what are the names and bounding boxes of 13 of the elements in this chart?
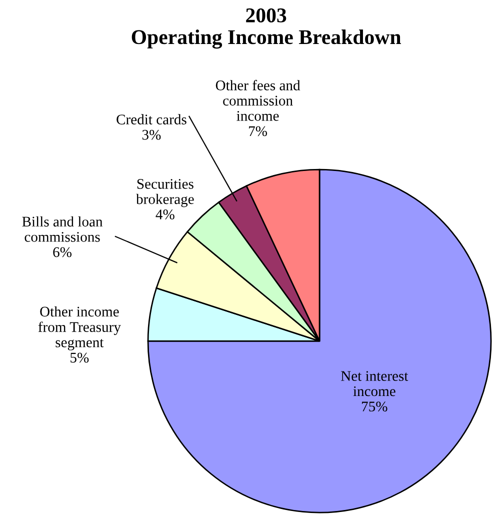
slice-label: Securities brokerage — [136, 179, 194, 208]
data-label: 3% — [142, 130, 161, 140]
data-label: 5% — [70, 352, 89, 363]
slice-label: Other income from Treasury segment — [38, 306, 121, 350]
data-label: 7% — [249, 126, 268, 136]
slice-label: Bills and loan commissions — [22, 216, 103, 242]
data-label: 75% — [362, 402, 388, 412]
data-label: 4% — [156, 210, 174, 220]
chart-title: 2003 Operating Income Breakdown — [132, 8, 401, 49]
slice-label: Credit cards — [116, 114, 186, 124]
slice-label: Net interest income — [341, 371, 408, 396]
slice-label: Other fees and commission income — [216, 80, 300, 121]
data-label: 6% — [53, 247, 72, 258]
